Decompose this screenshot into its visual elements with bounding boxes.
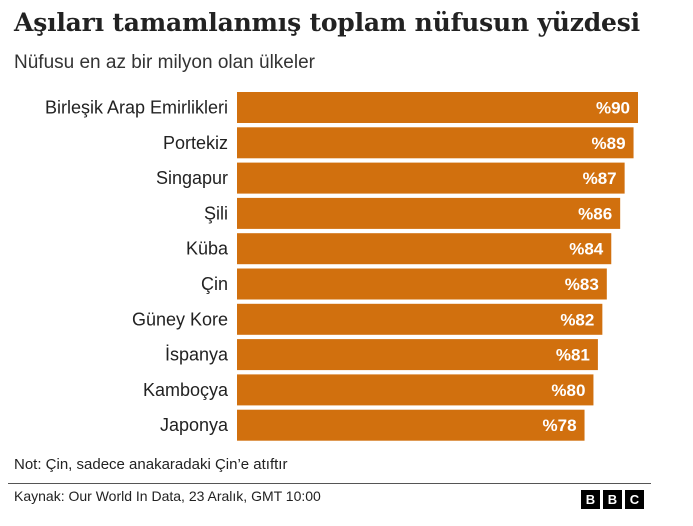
value-label: %84: [569, 240, 604, 259]
category-label: İspanya: [165, 345, 229, 365]
category-label: Japonya: [160, 415, 229, 435]
value-label: %83: [565, 275, 599, 294]
logo-letter: B: [581, 490, 600, 509]
bar: [237, 197, 621, 229]
category-label: Portekiz: [163, 133, 228, 153]
chart-note: Not: Çin, sadece anakaradaki Çin’e atıft…: [14, 456, 288, 473]
bar-chart: Birleşik Arap Emirlikleri %90 Portekiz %89 S…: [45, 92, 638, 441]
value-label: %86: [578, 204, 612, 223]
logo-letter: C: [625, 490, 644, 509]
bar: [237, 268, 607, 300]
bar: [237, 92, 638, 123]
bbc-logo: B B C: [581, 490, 644, 509]
bar: [237, 339, 598, 371]
value-label: %90: [596, 99, 630, 118]
bar: [237, 127, 634, 159]
footer-divider: [8, 483, 651, 484]
source-text: Kaynak: Our World In Data, 23 Aralık, GM…: [14, 488, 321, 504]
category-label: Güney Kore: [132, 309, 228, 329]
chart-subtitle: Nüfusu en az bir milyon olan ülkeler: [14, 52, 315, 73]
category-label: Çin: [201, 274, 228, 294]
category-label: Şili: [204, 203, 228, 223]
category-label: Küba: [186, 239, 229, 259]
bar: [237, 409, 585, 441]
bar: [237, 303, 603, 335]
category-label: Birleşik Arap Emirlikleri: [45, 98, 228, 118]
bar: [237, 233, 612, 265]
category-label: Kamboçya: [143, 380, 229, 400]
category-label: Singapur: [156, 168, 228, 188]
value-label: %80: [551, 381, 585, 400]
value-label: %81: [556, 346, 590, 365]
logo-letter: B: [603, 490, 622, 509]
chart-title: Aşıları tamamlanmış toplam nüfusun yüzde…: [14, 8, 640, 37]
value-label: %89: [592, 134, 626, 153]
value-label: %78: [543, 416, 577, 435]
value-label: %87: [583, 169, 617, 188]
bar: [237, 162, 625, 194]
value-label: %82: [560, 310, 594, 329]
bar: [237, 374, 594, 406]
